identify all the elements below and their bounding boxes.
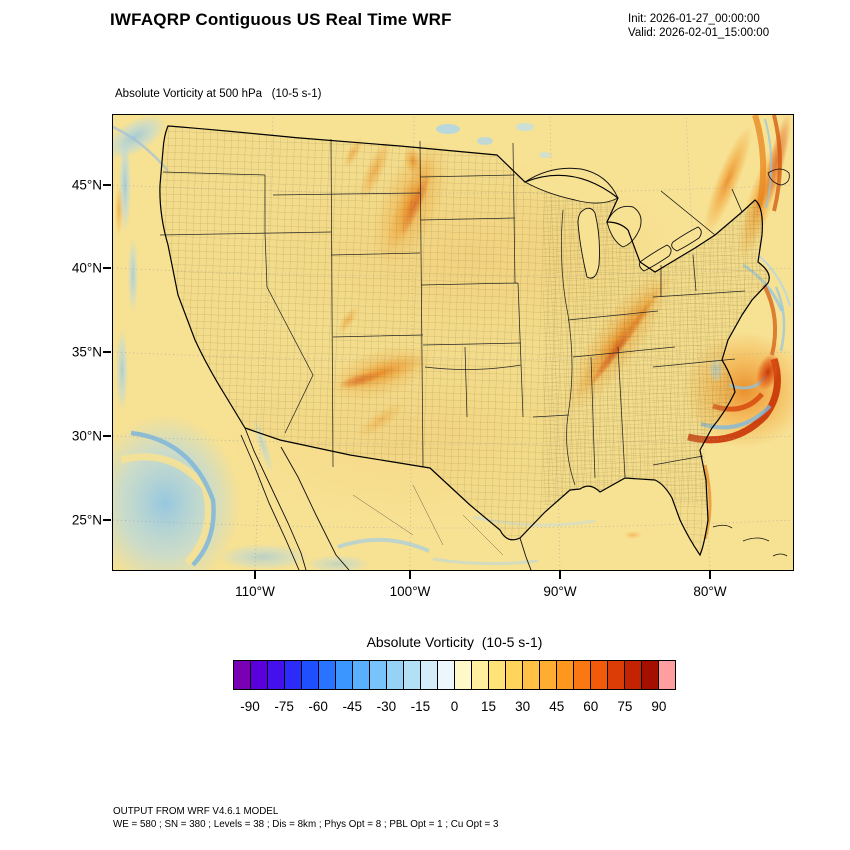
lon-tick-label: 110°W bbox=[235, 584, 275, 599]
lat-axis-tick bbox=[103, 351, 111, 353]
lat-tick-label: 35°N bbox=[71, 344, 102, 360]
valid-time: Valid: 2026-02-01_15:00:00 bbox=[628, 27, 770, 39]
colorbar-segment bbox=[437, 660, 455, 690]
colorbar-tick-label: 15 bbox=[481, 699, 497, 714]
colorbar-segment bbox=[284, 660, 302, 690]
colorbar-tick-label: -45 bbox=[342, 699, 363, 714]
colorbar-tick-label: -90 bbox=[240, 699, 260, 714]
colorbar-title: Absolute Vorticity (10-5 s-1) bbox=[366, 634, 543, 650]
lon-tick-label: 90°W bbox=[543, 584, 577, 599]
lat-axis-tick bbox=[103, 184, 111, 186]
model-version-line: OUTPUT FROM WRF V4.6.1 MODEL bbox=[113, 806, 279, 817]
colorbar-tick-label: 60 bbox=[583, 699, 599, 714]
init-time: Init: 2026-01-27_00:00:00 bbox=[628, 13, 760, 25]
colorbar-tick-label: -30 bbox=[376, 699, 397, 714]
colorbar-segment bbox=[522, 660, 540, 690]
colorbar-segment bbox=[505, 660, 523, 690]
colorbar-segment bbox=[369, 660, 387, 690]
colorbar-segment bbox=[420, 660, 438, 690]
colorbar-ticks: -90 -75 -60 -45 -30 -15 0 15 30 45 60 75… bbox=[233, 699, 676, 717]
colorbar-segment bbox=[471, 660, 489, 690]
colorbar-segment bbox=[624, 660, 642, 690]
model-config-line: WE = 580 ; SN = 380 ; Levels = 38 ; Dis … bbox=[113, 819, 499, 830]
lat-tick-label: 45°N bbox=[71, 177, 102, 193]
colorbar-tick-label: 0 bbox=[450, 699, 459, 714]
colorbar-segment bbox=[233, 660, 251, 690]
colorbar-segment bbox=[335, 660, 353, 690]
colorbar-segment bbox=[454, 660, 472, 690]
state-borders bbox=[159, 138, 746, 486]
lon-axis-tick bbox=[709, 571, 711, 579]
colorbar-segment bbox=[539, 660, 557, 690]
lat-tick-label: 30°N bbox=[71, 428, 102, 444]
lon-tick-label: 80°W bbox=[693, 584, 727, 599]
colorbar-segment bbox=[607, 660, 625, 690]
colorbar-segment bbox=[658, 660, 676, 690]
map-frame bbox=[112, 114, 794, 571]
lon-axis-tick bbox=[559, 571, 561, 579]
colorbar-tick-label: 45 bbox=[549, 699, 565, 714]
colorbar-tick-label: 75 bbox=[617, 699, 633, 714]
lon-axis-tick bbox=[409, 571, 411, 579]
lon-axis-tick bbox=[254, 571, 256, 579]
run-times: Init: 2026-01-27_00:00:00 Valid: 2026-02… bbox=[628, 12, 769, 40]
colorbar-tick-label: -60 bbox=[308, 699, 328, 714]
islands bbox=[712, 524, 788, 557]
field-subtitle: Absolute Vorticity at 500 hPa (10-5 s-1) bbox=[115, 88, 322, 100]
canada-borders bbox=[660, 168, 790, 236]
colorbar-segment bbox=[386, 660, 404, 690]
lon-tick-label: 100°W bbox=[389, 584, 431, 599]
colorbar-tick-label: 30 bbox=[515, 699, 531, 714]
mexico-coastline bbox=[240, 427, 532, 570]
colorbar-segment bbox=[641, 660, 659, 690]
lat-axis-tick bbox=[103, 267, 111, 269]
colorbar-segment bbox=[301, 660, 319, 690]
colorbar-segment bbox=[352, 660, 370, 690]
colorbar-segment bbox=[573, 660, 591, 690]
lat-axis-tick bbox=[103, 435, 111, 437]
lat-tick-label: 40°N bbox=[71, 260, 102, 276]
colorbar-segment bbox=[590, 660, 608, 690]
lat-axis-tick bbox=[103, 519, 111, 521]
colorbar-tick-label: 90 bbox=[651, 699, 667, 714]
colorbar-segment bbox=[488, 660, 506, 690]
page-title: IWFAQRP Contiguous US Real Time WRF bbox=[110, 10, 452, 29]
colorbar-segment bbox=[318, 660, 336, 690]
colorbar-tick-label: -15 bbox=[410, 699, 431, 714]
colorbar-segment bbox=[556, 660, 574, 690]
map-svg bbox=[113, 115, 793, 570]
colorbar-segment bbox=[267, 660, 285, 690]
colorbar-segment bbox=[250, 660, 268, 690]
colorbar-tick-label: -75 bbox=[274, 699, 294, 714]
colorbar-segment bbox=[403, 660, 421, 690]
colorbar bbox=[233, 660, 676, 690]
lat-tick-label: 25°N bbox=[71, 512, 102, 528]
us-outline bbox=[159, 125, 770, 557]
